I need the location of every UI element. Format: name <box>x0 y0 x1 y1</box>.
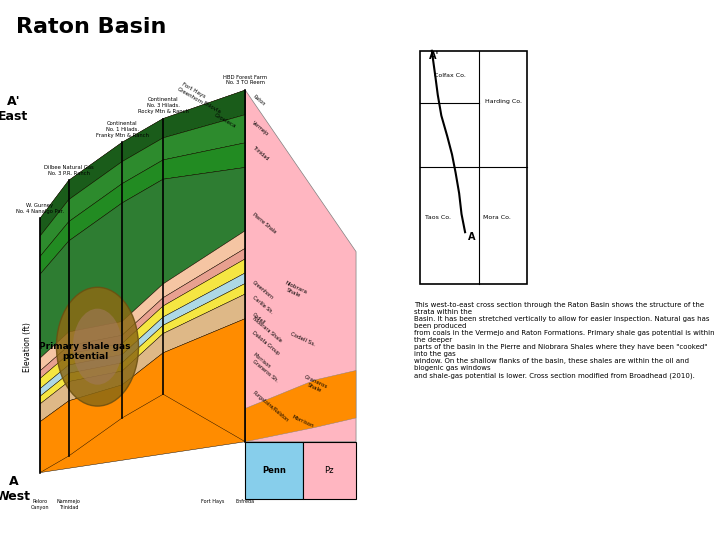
Text: Colfax Co.: Colfax Co. <box>433 73 466 78</box>
Polygon shape <box>40 90 246 472</box>
Polygon shape <box>40 90 246 236</box>
Polygon shape <box>40 167 246 358</box>
Polygon shape <box>246 370 356 442</box>
Text: Raton: Raton <box>251 94 266 107</box>
Text: Pz: Pz <box>325 465 334 475</box>
Text: Graneros
Shale: Graneros Shale <box>301 375 329 395</box>
Text: Dilbee Natural Gas
No. 3 P.R. Ranch: Dilbee Natural Gas No. 3 P.R. Ranch <box>44 165 94 176</box>
Ellipse shape <box>73 309 122 384</box>
Text: Morrison: Morrison <box>291 414 315 428</box>
Text: Elevation (ft): Elevation (ft) <box>23 322 32 372</box>
Text: Taos Co.: Taos Co. <box>425 215 451 220</box>
Text: Mora Co.: Mora Co. <box>483 215 511 220</box>
Text: Continental
No. 3 Hilads.
Rocky Mtn & Ranch: Continental No. 3 Hilads. Rocky Mtn & Ra… <box>138 97 189 114</box>
Text: Fort Hays
Greenhorn: Fort Hays Greenhorn <box>176 82 207 105</box>
Text: Peloro
Canyon: Peloro Canyon <box>31 499 49 510</box>
Text: Carlile Sh.: Carlile Sh. <box>251 295 274 314</box>
Text: Morrison: Morrison <box>251 352 271 369</box>
Polygon shape <box>40 231 246 371</box>
Text: Continental
No. 1 Hilads.
Franky Mtn & Ranch: Continental No. 1 Hilads. Franky Mtn & R… <box>96 121 148 138</box>
Polygon shape <box>246 442 302 499</box>
Text: Graneros Sh.: Graneros Sh. <box>251 359 279 383</box>
Text: A'
East: A' East <box>0 95 29 123</box>
Text: Enfreda: Enfreda <box>235 499 255 504</box>
Polygon shape <box>302 442 356 499</box>
Ellipse shape <box>56 287 138 406</box>
Polygon shape <box>40 114 246 256</box>
Text: A': A' <box>429 51 440 60</box>
Text: Enlovla: Enlovla <box>202 100 222 115</box>
Text: Niobrara
Shale: Niobrara Shale <box>282 280 307 300</box>
Text: Raton Basin: Raton Basin <box>17 17 166 37</box>
Text: W. Gurney
No. 4 Nanalgo Par.: W. Gurney No. 4 Nanalgo Par. <box>16 203 64 214</box>
Polygon shape <box>40 259 246 389</box>
Text: Pierre Shale: Pierre Shale <box>251 212 277 235</box>
Text: Niobrara Shale: Niobrara Shale <box>251 315 283 343</box>
Text: Groeleca: Groeleca <box>213 112 237 129</box>
Polygon shape <box>40 294 246 422</box>
Text: Harding Co.: Harding Co. <box>485 99 521 104</box>
Text: Greenhorn: Greenhorn <box>251 280 274 301</box>
Text: Vermejo: Vermejo <box>251 120 270 137</box>
Text: This west-to-east cross section through the Raton Basin shows the structure of t: This west-to-east cross section through … <box>414 302 715 379</box>
Text: HBD Forest Farm
No. 3 TO Reem: HBD Forest Farm No. 3 TO Reem <box>223 75 267 85</box>
Text: Primary shale gas
potential: Primary shale gas potential <box>40 342 131 361</box>
Text: Dakota Group: Dakota Group <box>251 330 281 356</box>
Text: Codell Ss.: Codell Ss. <box>289 332 316 348</box>
Text: A: A <box>467 232 475 242</box>
Text: Penn: Penn <box>262 465 286 475</box>
Text: A
West: A West <box>0 475 31 503</box>
Polygon shape <box>40 319 246 472</box>
Polygon shape <box>40 284 246 404</box>
Text: Purgatoire/Ralston: Purgatoire/Ralston <box>251 390 289 423</box>
Polygon shape <box>40 273 246 396</box>
Polygon shape <box>40 248 246 379</box>
Text: Fort Hays: Fort Hays <box>201 499 224 504</box>
Text: Nammejo
Trinidad: Nammejo Trinidad <box>57 499 81 510</box>
Polygon shape <box>246 90 356 442</box>
Text: Codell: Codell <box>251 312 266 326</box>
Text: Trinidad: Trinidad <box>251 145 269 161</box>
Polygon shape <box>40 143 246 274</box>
